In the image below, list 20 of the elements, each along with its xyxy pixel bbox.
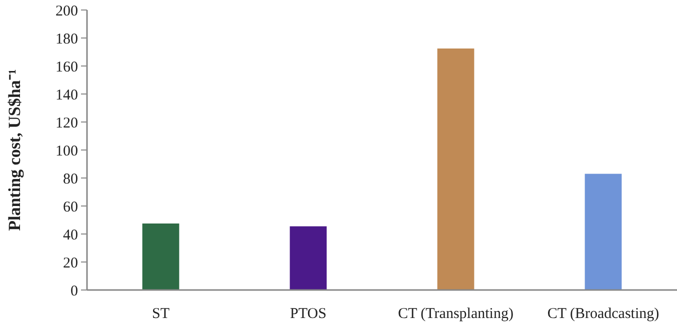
- y-tick-label: 40: [63, 227, 78, 244]
- bar: [142, 224, 180, 290]
- y-tick-label: 0: [70, 283, 78, 300]
- x-tick-label: CT (Transplanting): [398, 306, 514, 322]
- x-tick-label: PTOS: [290, 306, 326, 322]
- y-tick-label: 100: [56, 143, 78, 160]
- y-tick-label: 120: [56, 115, 78, 132]
- bar: [290, 226, 327, 290]
- y-tick-label: 200: [56, 3, 78, 20]
- y-tick-label: 20: [63, 255, 78, 272]
- y-tick-label: 140: [56, 87, 78, 104]
- y-axis-title: Planting cost, US$ha⁻¹: [5, 69, 24, 231]
- y-tick-label: 80: [63, 171, 78, 188]
- y-tick-label: 180: [56, 31, 78, 48]
- bar: [437, 48, 474, 290]
- bar: [584, 174, 622, 290]
- x-tick-label: ST: [152, 306, 170, 322]
- y-tick-label: 60: [63, 199, 78, 216]
- x-tick-label: CT (Broadcasting): [547, 306, 660, 322]
- y-tick-label: 160: [56, 59, 78, 76]
